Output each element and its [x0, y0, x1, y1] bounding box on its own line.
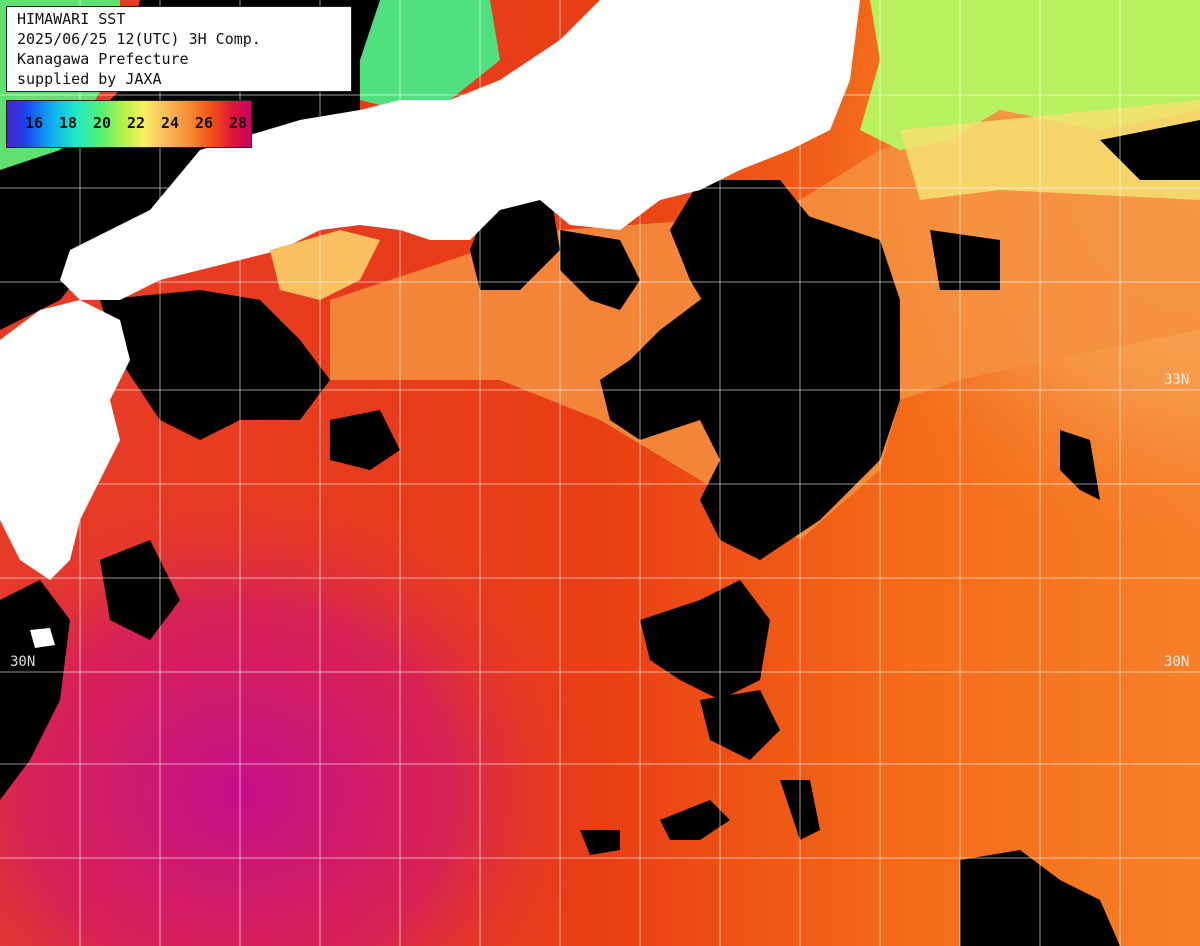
- legend-label: 28: [229, 114, 248, 132]
- cold-water-sea-of-japan: [360, 0, 500, 110]
- legend-label: 26: [195, 114, 214, 132]
- legend-label: 18: [59, 114, 78, 132]
- cool-water-northeast: [900, 100, 1200, 200]
- legend-label: 24: [161, 114, 180, 132]
- lat-label-33n-left: 33N: [10, 372, 36, 388]
- info-box: HIMAWARI SST 2025/06/25 12(UTC) 3H Comp.…: [6, 6, 352, 92]
- lat-label-33n-right: 33N: [1164, 372, 1190, 388]
- land-noto: [475, 150, 500, 195]
- color-scale-legend: 16 18 20 22 24 26 28: [6, 100, 252, 148]
- title-line: HIMAWARI SST: [17, 10, 126, 28]
- land-kyushu: [0, 300, 130, 580]
- legend-label: 20: [93, 114, 112, 132]
- lat-label-30n-left: 30N: [10, 654, 36, 670]
- legend-label: 22: [127, 114, 146, 132]
- lat-label-30n-right: 30N: [1164, 654, 1190, 670]
- legend-label: 16: [25, 114, 44, 132]
- region-line: Kanagawa Prefecture: [17, 50, 189, 68]
- credit-line: supplied by JAXA: [17, 70, 162, 88]
- date-line: 2025/06/25 12(UTC) 3H Comp.: [17, 30, 261, 48]
- land-honshu: [60, 0, 860, 300]
- land-mask: [0, 0, 860, 648]
- land-tanegashima: [30, 628, 55, 648]
- legend-labels: 16 18 20 22 24 26 28: [25, 114, 263, 132]
